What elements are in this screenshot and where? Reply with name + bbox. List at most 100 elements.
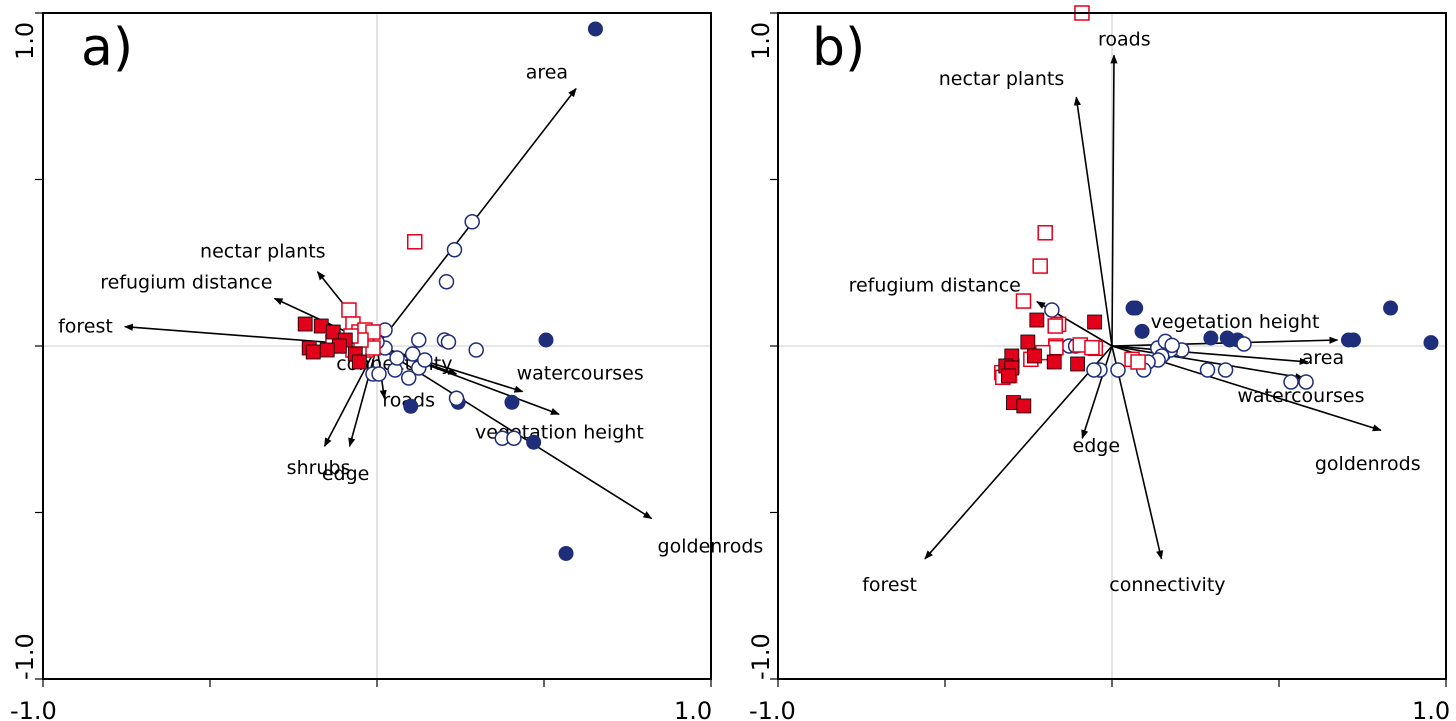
x-tick-max-b: 1.0 [1412, 697, 1450, 721]
site-point-filled-square [1087, 314, 1103, 330]
site-point-filled-square [351, 354, 367, 370]
vector-arrow [924, 345, 1113, 560]
site-point-filled-circle [1219, 330, 1235, 346]
site-point-open-circle [464, 214, 480, 230]
site-point-open-circle [1164, 337, 1180, 354]
site-point-open-circle [1283, 374, 1299, 390]
site-point-open-square [1032, 258, 1048, 274]
site-point-filled-square [1029, 312, 1045, 328]
site-points [994, 5, 1439, 414]
site-point-open-square [1084, 339, 1100, 356]
site-point-open-circle [506, 430, 522, 446]
x-tick-min-b: -1.0 [749, 697, 796, 721]
environmental-vectors: roads nectar plants refugium distance veget… [849, 28, 1421, 595]
site-point-open-square [341, 302, 357, 318]
site-point-open-circle [400, 370, 417, 386]
vector-label: watercourses [517, 363, 644, 385]
site-point-filled-circle [526, 434, 542, 450]
vector-label: nectar plants [939, 68, 1065, 90]
site-point-filled-circle [538, 332, 554, 348]
vector-arrow [1110, 54, 1118, 347]
site-point-open-circle [371, 366, 387, 382]
x-tick-max-a: 1.0 [674, 697, 712, 721]
vector-arrow [1081, 345, 1113, 440]
site-point-filled-circle [1203, 330, 1219, 346]
vector-label: goldenrods [1315, 453, 1421, 475]
x-tick-min-a: -1.0 [10, 697, 57, 721]
site-point-open-square [1015, 293, 1032, 309]
site-point-open-circle [1110, 362, 1126, 378]
site-point-open-circle [446, 242, 463, 258]
site-point-filled-square [1001, 368, 1016, 384]
vector-label: area [526, 62, 568, 84]
site-point-open-square [365, 324, 381, 340]
y-tick-max-b: 1.0 [747, 22, 775, 60]
site-point-filled-square [1027, 348, 1042, 364]
site-point-open-square [406, 234, 423, 250]
y-tick-max-a: 1.0 [11, 22, 39, 60]
site-point-open-square [1037, 225, 1053, 241]
vector-label: watercourses [1237, 385, 1364, 407]
site-point-open-square [365, 340, 381, 356]
vector-label: refugium distance [100, 271, 272, 293]
vector-arrow [348, 345, 378, 448]
panel-frame [777, 12, 1447, 680]
site-point-open-circle [1298, 374, 1314, 390]
panel-frame [42, 12, 712, 680]
vector-label: refugium distance [849, 275, 1021, 297]
panel-a: area nectar plants refugium distance forest… [35, 12, 763, 687]
vector-label: edge [322, 463, 370, 485]
site-point-filled-circle [587, 21, 603, 37]
axis-ticks [770, 12, 1447, 687]
site-point-filled-circle [1423, 335, 1439, 351]
site-point-filled-circle [558, 545, 574, 561]
panel-b: roads nectar plants refugium distance veget… [770, 5, 1447, 687]
site-point-filled-square [1046, 354, 1062, 370]
site-point-filled-circle [1125, 300, 1141, 316]
site-point-open-circle [448, 390, 465, 407]
panel-label: a) [81, 18, 133, 78]
vector-label: forest [58, 316, 113, 338]
site-point-open-circle [1044, 302, 1060, 318]
site-point-filled-square [1070, 356, 1085, 372]
vector-label: edge [1073, 435, 1121, 457]
vector-arrow [1111, 345, 1305, 381]
vector-label: forest [862, 574, 917, 596]
site-point-open-circle [440, 334, 457, 350]
vector-label: shrubs [287, 457, 351, 479]
site-point-open-circle [438, 273, 455, 290]
site-points [297, 21, 603, 561]
site-point-filled-square [297, 316, 313, 332]
site-point-open-circle [417, 352, 433, 368]
site-point-filled-circle [1383, 300, 1399, 316]
axis-ticks [35, 12, 712, 687]
y-tick-min-a: -1.0 [11, 633, 39, 680]
site-point-filled-square [1020, 334, 1036, 350]
panel-label: b) [812, 18, 865, 78]
vector-label: area [1302, 347, 1344, 369]
vector-label: roads [1098, 28, 1151, 50]
site-point-open-circle [411, 332, 427, 348]
vector-label: nectar plants [200, 241, 326, 263]
site-point-open-square [1047, 318, 1063, 334]
site-point-filled-square [1016, 398, 1032, 414]
site-point-filled-circle [403, 398, 419, 414]
site-point-filled-square [305, 344, 321, 360]
site-point-filled-square [319, 342, 335, 358]
site-point-open-circle [1217, 362, 1234, 378]
y-tick-min-b: -1.0 [747, 633, 775, 680]
site-point-filled-circle [1340, 332, 1356, 348]
site-point-open-square [1130, 354, 1146, 370]
site-point-open-circle [468, 342, 484, 358]
vector-arrow [1073, 96, 1113, 347]
vector-arrow [1111, 345, 1164, 560]
vector-arrow [1111, 345, 1309, 365]
site-point-open-circle [1199, 362, 1216, 378]
site-point-open-circle [404, 346, 421, 362]
site-point-filled-circle [1134, 323, 1150, 339]
vector-label: connectivity [1109, 574, 1225, 596]
site-point-open-circle [1086, 362, 1102, 378]
site-point-open-square [1048, 339, 1064, 356]
site-point-filled-circle [504, 394, 520, 410]
